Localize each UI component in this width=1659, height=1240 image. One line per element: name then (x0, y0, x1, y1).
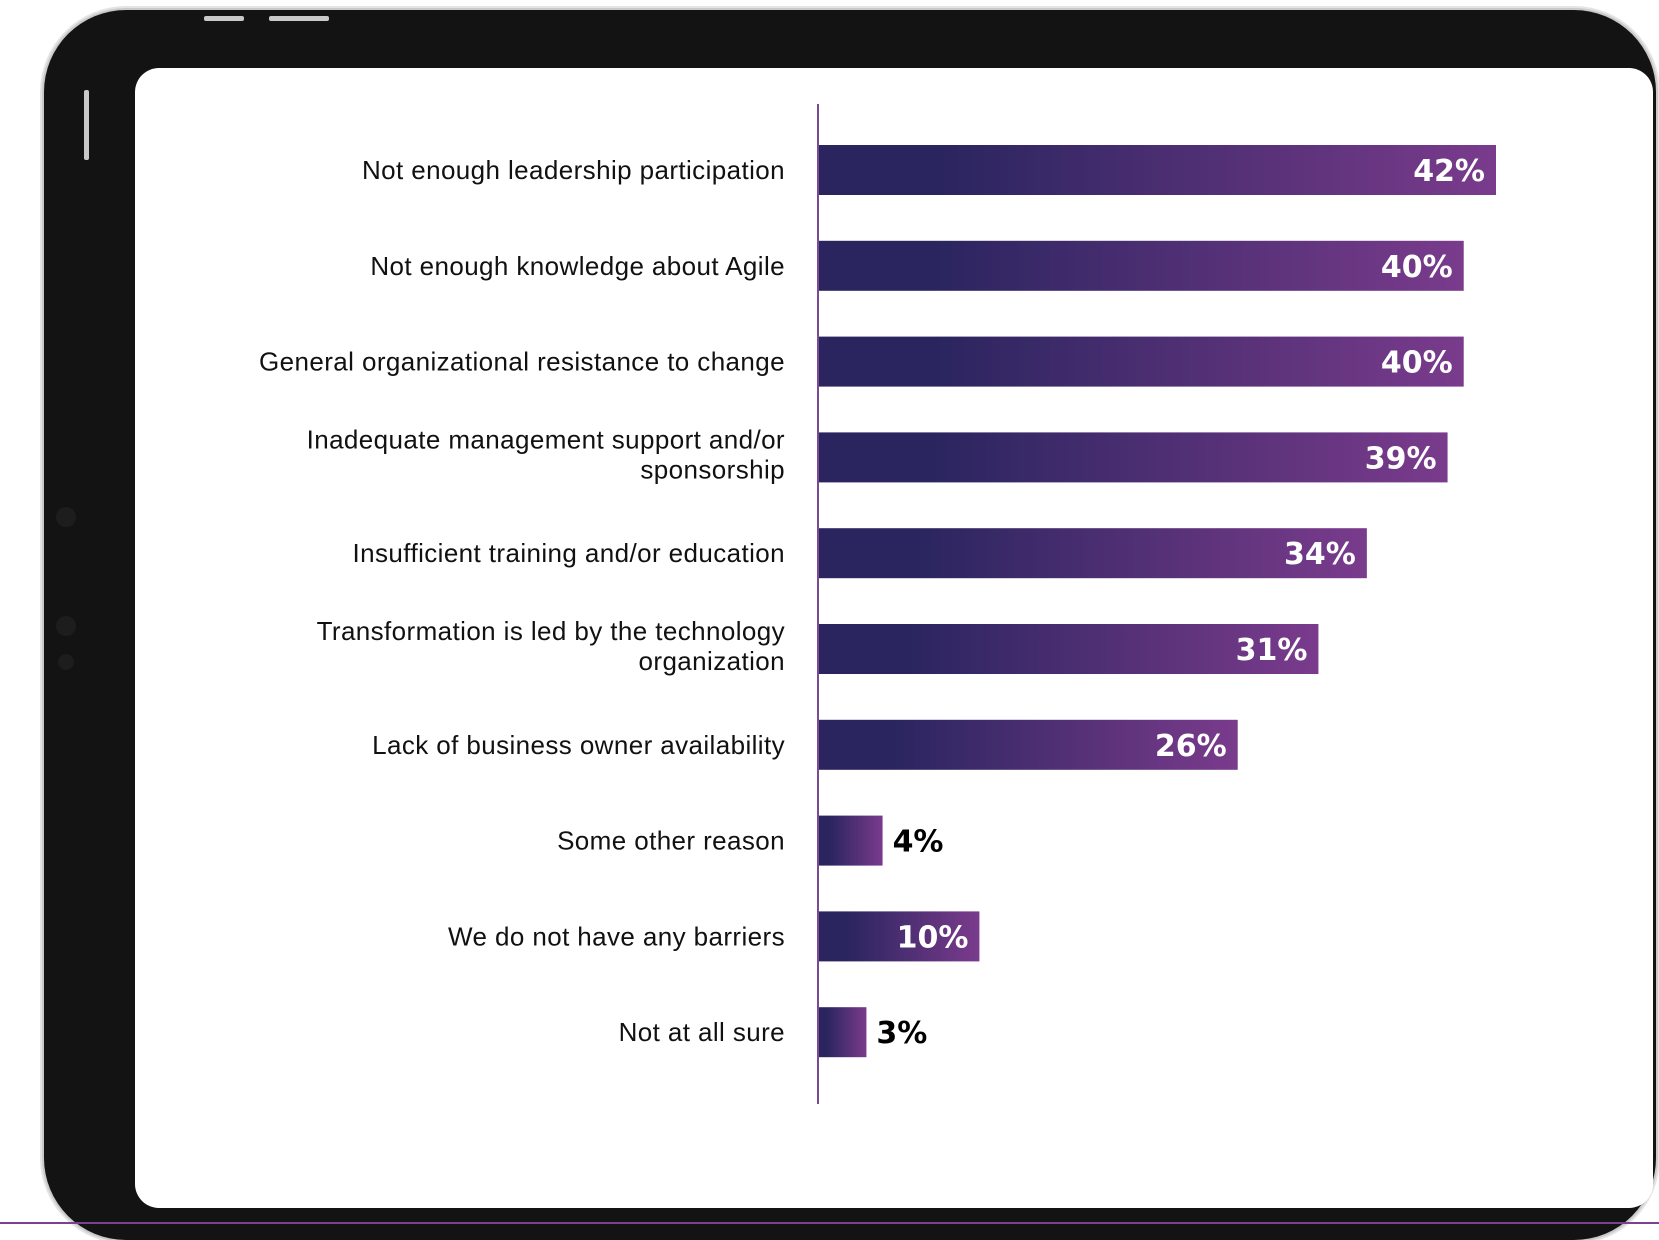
value-label: 34% (1284, 537, 1356, 572)
category-label: Not enough knowledge about Agile (370, 251, 785, 281)
bar (818, 719, 1238, 770)
bar (818, 911, 980, 962)
bottom-divider (0, 1222, 1659, 1224)
value-label: 26% (1155, 729, 1227, 764)
value-label: 4% (893, 825, 944, 860)
bar (818, 815, 883, 866)
value-label: 39% (1365, 441, 1437, 476)
bar-chart: 42% Not enough leadership participation 40… (259, 104, 1496, 1104)
category-label: Some other reason (557, 826, 785, 856)
value-label: 42% (1413, 154, 1485, 189)
screen: 42% Not enough leadership participation 40… (135, 68, 1653, 1208)
camera-dot (56, 507, 76, 527)
category-label: We do not have any barriers (448, 921, 785, 951)
value-label: 3% (876, 1016, 927, 1051)
bar (818, 528, 1367, 579)
category-label: Not at all sure (619, 1017, 785, 1047)
camera-dot (58, 654, 74, 670)
category-label: Inadequate management support and/or spon… (307, 424, 785, 484)
category-label: Transformation is led by the technology o… (317, 616, 785, 676)
category-label: General organizational resistance to cha… (259, 347, 785, 377)
tablet-frame: 42% Not enough leadership participation 40… (44, 10, 1656, 1240)
bar (818, 624, 1319, 674)
side-button (84, 90, 89, 160)
value-label: 40% (1381, 346, 1453, 381)
top-button-2 (269, 16, 329, 21)
category-label: Not enough leadership participation (362, 155, 785, 185)
value-label: 31% (1236, 633, 1308, 668)
bar (818, 1007, 867, 1058)
camera-dot (56, 616, 76, 636)
bar (818, 432, 1448, 483)
top-button-1 (204, 16, 244, 21)
bar (818, 240, 1464, 291)
value-label: 40% (1381, 250, 1453, 285)
bar (818, 145, 1496, 195)
bar (818, 336, 1464, 387)
value-label: 10% (897, 920, 969, 955)
category-label: Insufficient training and/or education (353, 538, 785, 568)
category-label: Lack of business owner availability (372, 730, 785, 760)
